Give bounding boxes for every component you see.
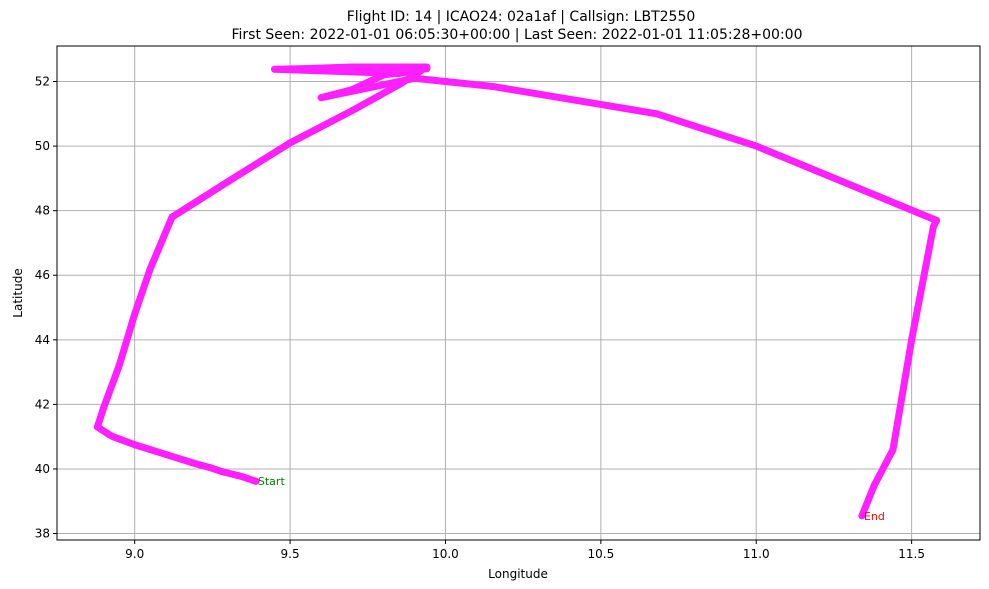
track-point (317, 94, 325, 102)
chart-title: Flight ID: 14 | ICAO24: 02a1af | Callsig… (347, 9, 696, 25)
y-tick-label: 42 (35, 397, 50, 411)
track-point (423, 65, 431, 73)
track-point (348, 68, 356, 76)
track-point (286, 139, 294, 147)
end-label: End (864, 510, 885, 523)
plot-frame (56, 45, 981, 541)
track-point (233, 471, 241, 479)
track-point (379, 71, 387, 79)
track-point (131, 441, 139, 449)
y-tick-label: 38 (35, 527, 50, 541)
start-label: Start (258, 475, 286, 488)
x-tick-label: 11.5 (898, 547, 925, 561)
x-tick-label: 9.5 (281, 547, 300, 561)
track-line (93, 63, 940, 520)
track-point (168, 213, 176, 221)
track-point (348, 86, 356, 94)
track-point (106, 431, 114, 439)
y-axis-ticks: 38 40 42 44 46 48 50 52 (35, 75, 57, 541)
track-point (653, 110, 661, 118)
track-point (224, 178, 232, 186)
x-axis-label: Longitude (488, 567, 548, 581)
track-point (870, 481, 878, 489)
track-point (205, 463, 213, 471)
track-point (410, 74, 418, 82)
y-tick-label: 46 (35, 268, 50, 282)
track-point (929, 223, 937, 231)
track-point (271, 65, 279, 73)
x-tick-label: 10.5 (587, 547, 614, 561)
y-axis-label: Latitude (11, 268, 25, 317)
track-point (100, 404, 108, 412)
track-point (93, 423, 101, 431)
track-point (348, 107, 356, 115)
flight-track (93, 63, 940, 520)
x-axis-ticks: 9.0 9.5 10.0 10.5 11.0 11.5 (125, 540, 925, 561)
track-point (146, 265, 154, 273)
y-tick-label: 50 (35, 139, 50, 153)
track-point (131, 310, 139, 318)
x-tick-label: 9.0 (125, 547, 144, 561)
track-point (302, 65, 310, 73)
track-point (177, 455, 185, 463)
grid (57, 46, 980, 540)
track-point (932, 216, 940, 224)
x-tick-label: 10.0 (432, 547, 459, 561)
track-point (889, 446, 897, 454)
y-tick-label: 44 (35, 333, 50, 347)
track-point (239, 473, 247, 481)
y-tick-label: 48 (35, 204, 50, 218)
track-point (395, 63, 403, 71)
y-tick-label: 52 (35, 75, 50, 89)
annotations: Start End (258, 475, 885, 523)
chart-subtitle: First Seen: 2022-01-01 06:05:30+00:00 | … (232, 27, 803, 43)
track-point (752, 142, 760, 150)
track-point (395, 81, 403, 89)
track-point (858, 512, 866, 520)
track-point (488, 82, 496, 90)
track-point (249, 476, 257, 484)
track-point (162, 450, 170, 458)
track-point (395, 69, 403, 77)
track-point (348, 63, 356, 71)
x-tick-label: 11.0 (743, 547, 770, 561)
y-tick-label: 40 (35, 462, 50, 476)
track-point (908, 336, 916, 344)
track-point (193, 460, 201, 468)
track-point (218, 468, 226, 476)
track-point (115, 362, 123, 370)
track-point (146, 446, 154, 454)
